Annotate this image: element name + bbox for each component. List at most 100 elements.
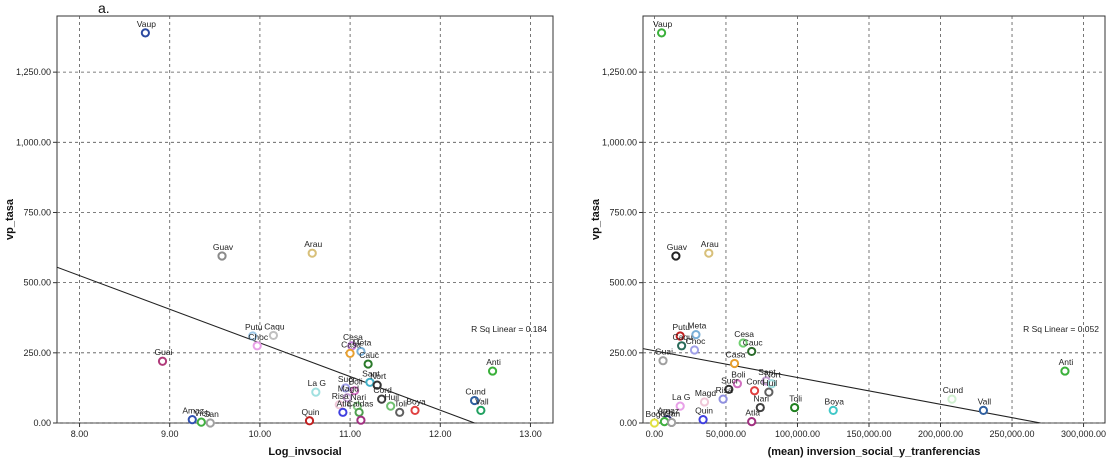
y-tick-label: 0.00	[619, 418, 637, 428]
data-point-label: Arau	[304, 239, 322, 249]
x-axis-label: (mean) inversion_social_y_tranferencias	[768, 446, 981, 458]
data-point	[377, 394, 387, 404]
data-point-label: Huil	[384, 392, 399, 402]
x-tick-label: 50,000.00	[706, 429, 746, 439]
data-point	[718, 394, 728, 404]
data-point	[699, 397, 710, 407]
data-point	[354, 407, 364, 417]
data-point	[372, 380, 382, 390]
x-tick-label: 9.00	[161, 429, 179, 439]
data-point-label: Quin	[302, 407, 320, 417]
data-point-label: Toli	[394, 398, 407, 408]
data-point-label: Cord	[373, 385, 392, 395]
data-point-label: Vich	[657, 408, 674, 418]
data-point	[252, 341, 262, 351]
data-point	[338, 407, 348, 417]
y-tick-label: 750.00	[609, 207, 637, 217]
plot-frame	[642, 15, 1106, 424]
data-point	[749, 386, 760, 396]
x-tick-label: 0.00	[646, 429, 664, 439]
data-point	[476, 405, 486, 415]
fit-line	[643, 348, 1041, 423]
data-point	[747, 416, 757, 427]
data-point-label: Guai	[655, 347, 673, 357]
data-point-label: Cund	[943, 385, 964, 395]
data-point-label: Huil	[763, 378, 778, 388]
data-point-label: Risa	[332, 391, 349, 401]
x-axis-label: Log_invsocial	[268, 446, 341, 458]
y-axis-label: vp_tasa	[590, 198, 602, 240]
data-point-label: Cauc	[359, 350, 380, 360]
data-point-label: Guav	[213, 242, 234, 252]
data-point	[790, 402, 800, 413]
data-point	[487, 366, 498, 376]
x-tick-label: 100,000.00	[775, 429, 820, 439]
fit-line	[57, 266, 475, 423]
data-point-label: Atlá	[745, 408, 760, 418]
data-point	[658, 356, 668, 366]
data-point-label: Putu	[245, 322, 263, 332]
data-point	[307, 248, 317, 258]
data-point-label: Boli	[349, 377, 363, 387]
data-point	[196, 417, 206, 427]
data-point-label: Putu	[672, 322, 690, 332]
figure-label: a.	[98, 0, 110, 16]
data-point-label: Sant	[362, 368, 380, 378]
y-tick-label: 1,250.00	[602, 67, 637, 77]
x-tick-label: 13.00	[519, 429, 542, 439]
data-point-label: Cund	[465, 387, 486, 397]
data-point	[248, 331, 258, 341]
data-point-label: Magd	[338, 384, 360, 394]
data-point-label: San	[665, 408, 680, 418]
y-tick-label: 1,250.00	[16, 67, 51, 77]
data-point-label: Boli	[731, 370, 745, 380]
x-tick-label: 12.00	[429, 429, 452, 439]
x-tick-label: 300,000.00	[1061, 429, 1106, 439]
y-tick-label: 500.00	[609, 278, 637, 288]
data-point	[205, 418, 215, 428]
data-point-label: Vall	[475, 396, 489, 406]
data-point-label: Choc	[686, 336, 707, 346]
data-point	[304, 416, 315, 426]
data-point-label: Cauc	[743, 337, 764, 347]
data-point-label: Sucr	[338, 374, 356, 384]
chart-2: 0.00 50,000.00 100,000.00 150,000.00 200,000…	[590, 15, 1106, 458]
data-point	[386, 401, 396, 411]
data-point	[157, 356, 168, 366]
data-point	[828, 405, 838, 415]
data-point-label: Meta	[687, 321, 706, 331]
data-point-label: Caqu	[672, 332, 693, 342]
data-point-label: Nort	[765, 370, 782, 380]
data-point	[704, 248, 714, 258]
x-tick-label: 200,000.00	[918, 429, 963, 439]
data-point-label: Guav	[667, 242, 688, 252]
data-point-label: Sant	[758, 367, 776, 377]
data-point-label: Casa	[726, 349, 746, 359]
data-point	[764, 387, 774, 397]
y-tick-label: 500.00	[23, 278, 51, 288]
y-tick-label: 250.00	[23, 348, 51, 358]
data-point	[1060, 366, 1070, 376]
data-point	[747, 346, 757, 357]
data-point-label: Vaup	[137, 19, 156, 29]
data-point	[667, 417, 677, 428]
data-point-label: Meta	[352, 337, 371, 347]
data-point-label: Toli	[789, 394, 802, 404]
data-point	[732, 379, 743, 389]
chart-1: 8.00 9.00 10.00 11.00 12.00 13.00 0.00 250.00 50…	[4, 15, 554, 458]
data-point	[767, 379, 777, 389]
data-point-label: Quin	[695, 406, 713, 416]
data-point	[345, 348, 355, 358]
data-point-label: Sucr	[721, 375, 739, 385]
data-point	[342, 393, 352, 403]
data-point-label: Boya	[825, 396, 845, 406]
r-squared-annotation: R Sq Linear = 0.184	[471, 324, 547, 334]
x-tick-label: 150,000.00	[846, 429, 891, 439]
data-point-label: La G	[308, 378, 326, 388]
data-point	[698, 415, 708, 425]
data-point-label: Casa	[341, 339, 361, 349]
data-point-label: Amaz	[657, 406, 679, 416]
data-point	[659, 416, 670, 427]
plot-frame	[56, 15, 554, 424]
